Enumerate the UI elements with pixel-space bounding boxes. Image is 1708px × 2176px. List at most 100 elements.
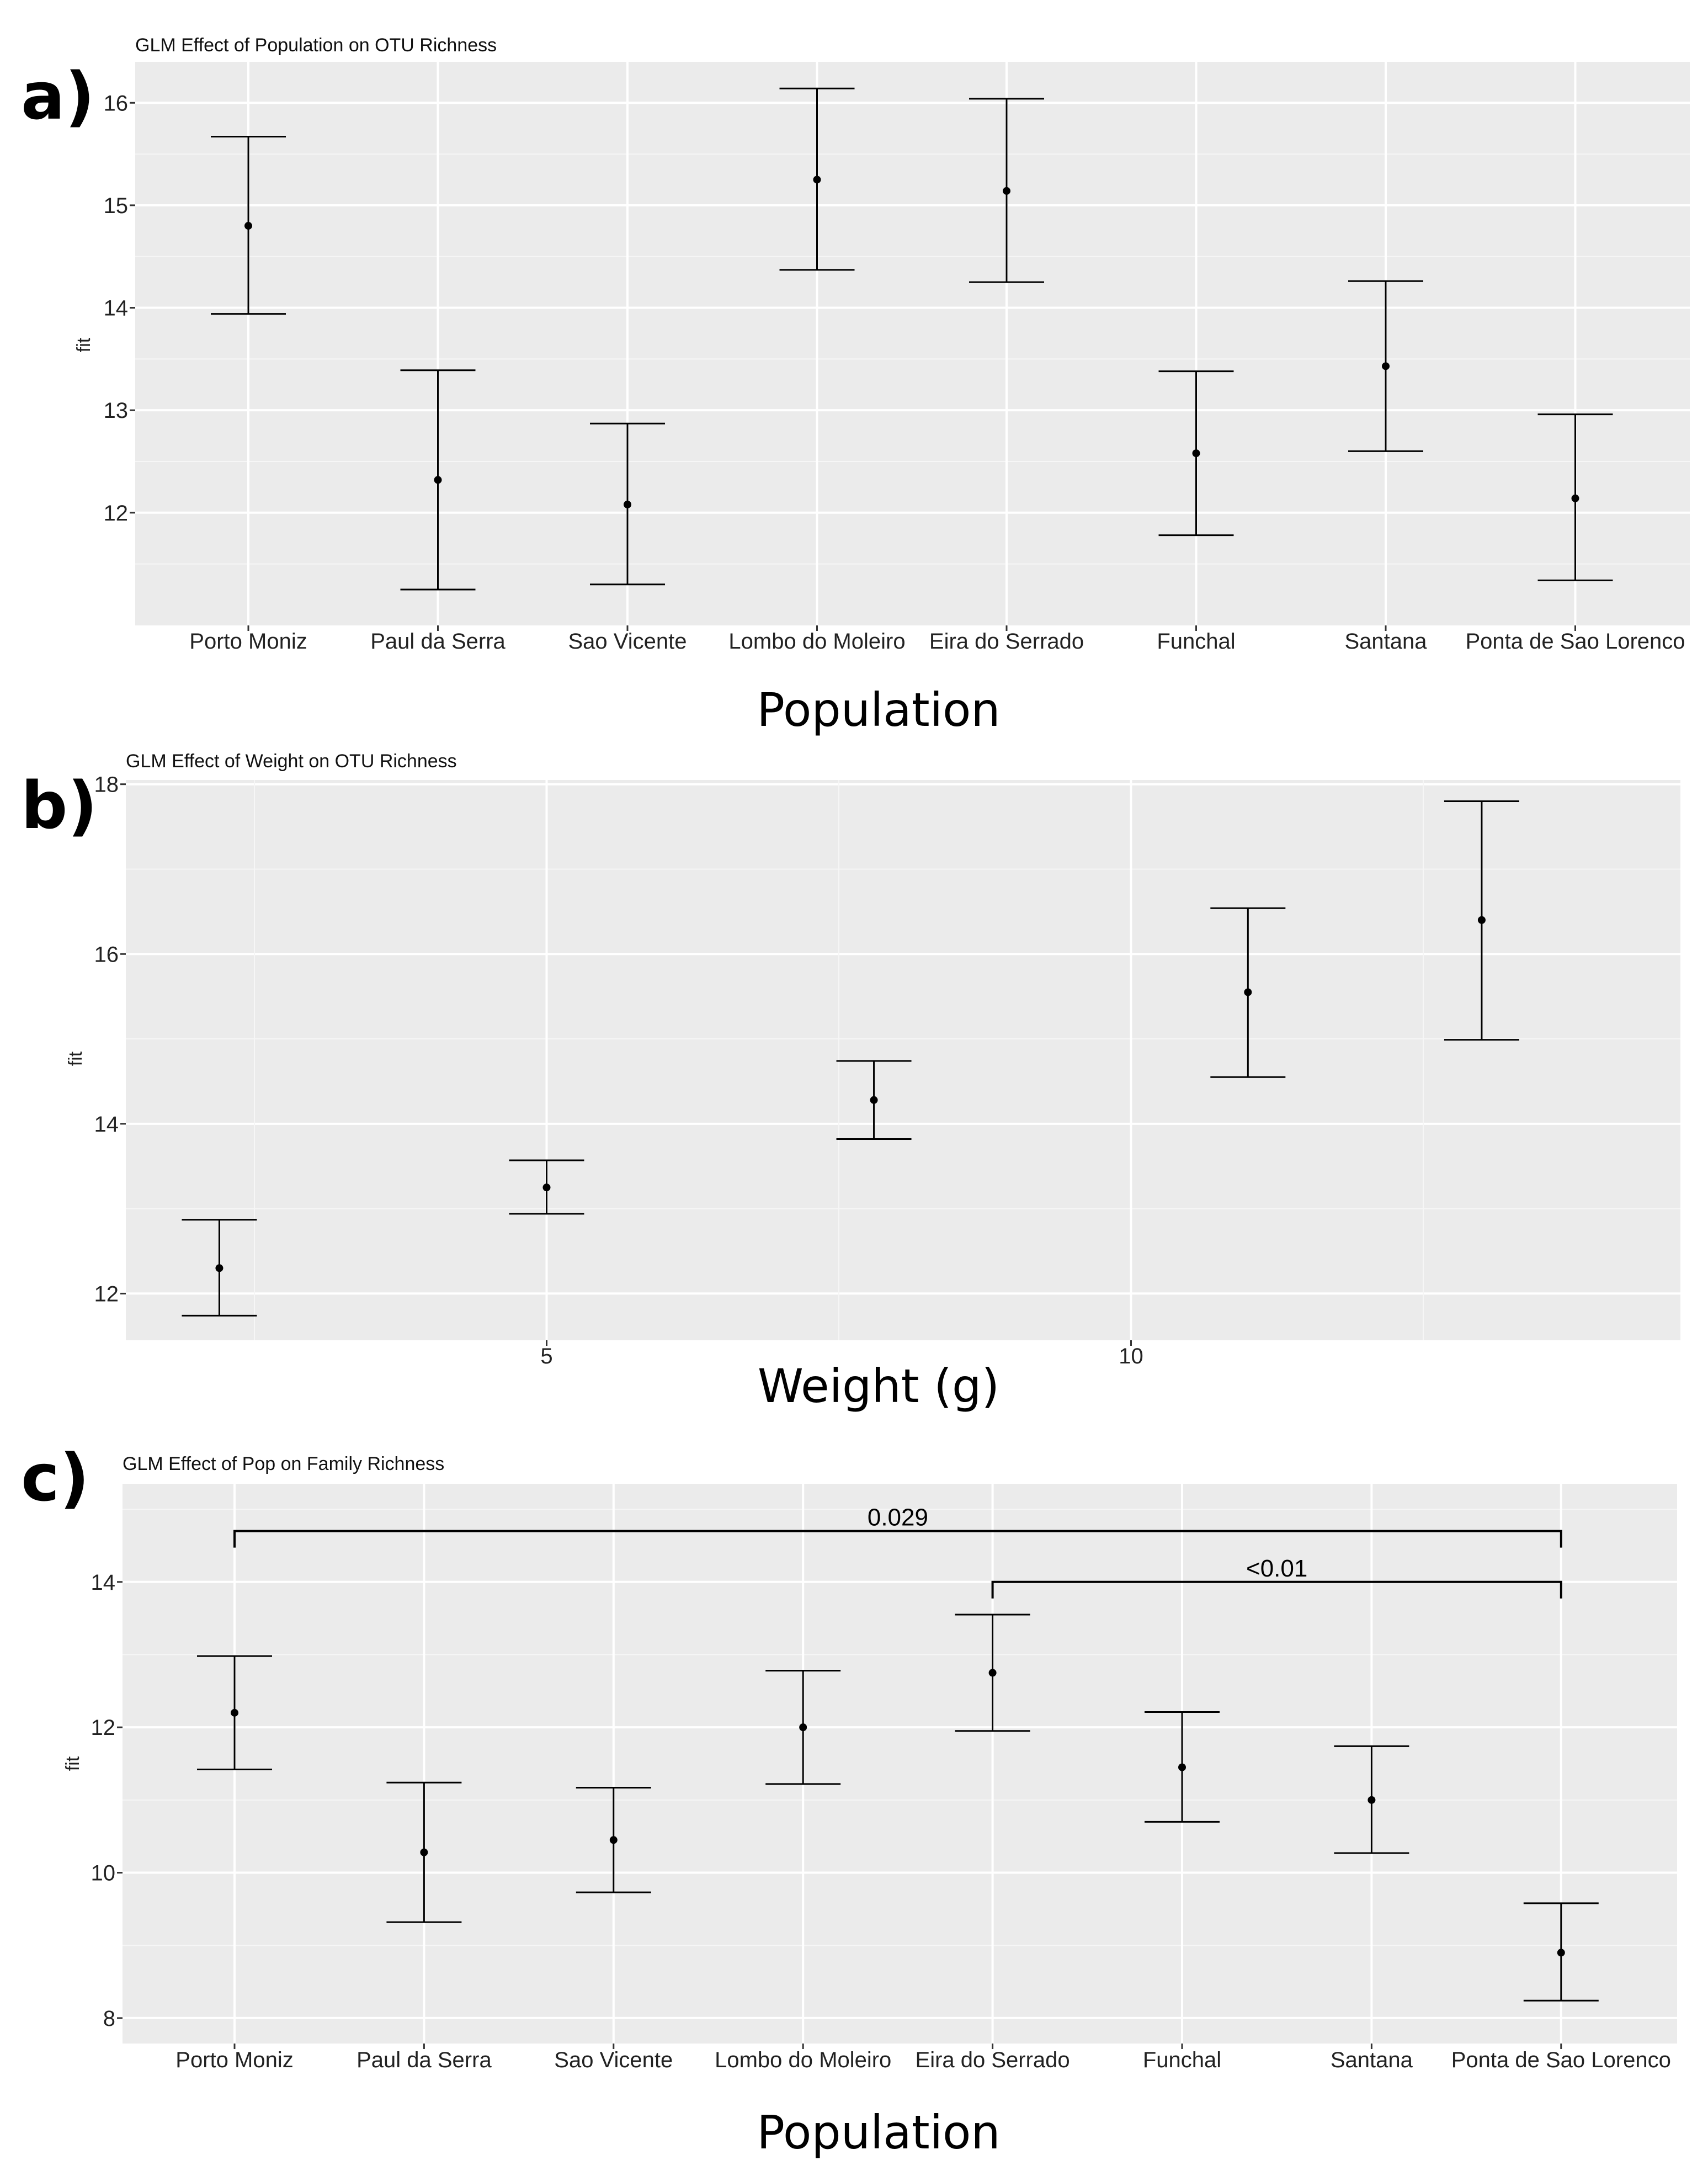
fit-point bbox=[624, 500, 631, 508]
panel-b: b) GLM Effect of Weight on OTU Richness … bbox=[21, 751, 1680, 1413]
panel-b-title: GLM Effect of Weight on OTU Richness bbox=[126, 751, 457, 772]
x-tick-label: Funchal bbox=[1143, 2048, 1221, 2072]
y-tick-label: 12 bbox=[94, 1282, 119, 1306]
error-bar bbox=[197, 1655, 272, 1771]
plot-background bbox=[135, 62, 1690, 625]
bracket-label: 0.029 bbox=[868, 1504, 928, 1531]
fit-point bbox=[1003, 187, 1010, 195]
error-bar bbox=[386, 1781, 462, 1923]
bracket-line bbox=[233, 1530, 1562, 1548]
y-tick-label: 14 bbox=[94, 1112, 119, 1137]
panel-a-x-title: Population bbox=[757, 683, 1000, 737]
plot-background bbox=[126, 780, 1680, 1340]
y-tick-label: 16 bbox=[94, 942, 119, 967]
error-bar bbox=[1334, 1745, 1409, 1854]
panel-c-plot: 8 10 12 14 Porto Moniz Paul da Serra Sao Vicen… bbox=[91, 1484, 1677, 2072]
error-bar bbox=[765, 1669, 841, 1785]
bracket-label: <0.01 bbox=[1246, 1555, 1307, 1582]
y-tick-label: 10 bbox=[91, 1861, 116, 1886]
y-tick-label: 14 bbox=[91, 1570, 116, 1595]
x-tick-label: Porto Moniz bbox=[175, 2048, 293, 2072]
error-bar bbox=[1210, 907, 1286, 1078]
fit-point bbox=[420, 1848, 428, 1856]
error-bar bbox=[576, 1786, 651, 1893]
y-tick-label: 8 bbox=[103, 2007, 115, 2031]
panel-a-letter: a) bbox=[21, 58, 95, 134]
x-tick-label: 10 bbox=[1119, 1344, 1143, 1368]
x-tick-label: Paul da Serra bbox=[357, 2048, 492, 2072]
x-tick-label: Porto Moniz bbox=[189, 629, 307, 654]
fit-point bbox=[434, 476, 442, 484]
panel-a-plot: 12 13 14 15 16 Porto Moniz Paul da Serra Sao Vi… bbox=[104, 62, 1690, 654]
fit-point bbox=[215, 1264, 224, 1272]
y-tick-label: 14 bbox=[104, 296, 129, 321]
significance-bracket: <0.01 bbox=[991, 1555, 1562, 1599]
fit-point bbox=[1557, 1949, 1565, 1957]
y-tick-label: 12 bbox=[104, 501, 129, 526]
fit-point bbox=[870, 1096, 878, 1104]
x-tick-label: Santana bbox=[1331, 2048, 1413, 2072]
error-bar bbox=[182, 1219, 257, 1317]
y-tick-label: 12 bbox=[91, 1716, 116, 1740]
x-tick-label: Eira do Serrado bbox=[929, 629, 1084, 654]
error-bar bbox=[1537, 413, 1613, 581]
x-tick-label: Ponta de Sao Lorenco bbox=[1465, 629, 1685, 654]
panel-c-y-title: fit bbox=[62, 1756, 83, 1771]
error-bar bbox=[836, 1060, 912, 1140]
error-bar bbox=[211, 136, 286, 315]
y-tick-label: 13 bbox=[104, 399, 129, 423]
error-bar bbox=[509, 1159, 584, 1215]
x-tick-label: Eira do Serrado bbox=[916, 2048, 1070, 2072]
error-bar bbox=[1444, 800, 1519, 1041]
x-tick-label: Paul da Serra bbox=[370, 629, 506, 654]
x-tick-label: Funchal bbox=[1157, 629, 1235, 654]
error-bar bbox=[400, 369, 476, 591]
fit-point bbox=[1178, 1763, 1186, 1771]
panel-c: c) GLM Effect of Pop on Family Richness … bbox=[21, 1440, 1677, 2159]
fit-point bbox=[988, 1669, 997, 1677]
panel-a: a) GLM Effect of Population on OTU Richn… bbox=[21, 35, 1690, 737]
y-tick-label: 15 bbox=[104, 194, 129, 218]
panel-a-y-title: fit bbox=[73, 337, 94, 352]
fit-point bbox=[1192, 449, 1200, 458]
error-bar bbox=[1523, 1902, 1599, 2002]
error-bar bbox=[969, 98, 1044, 283]
error-bar bbox=[955, 1614, 1030, 1732]
significance-bracket: 0.029 bbox=[233, 1504, 1562, 1548]
fit-point bbox=[244, 222, 252, 230]
x-tick-label: Sao Vicente bbox=[568, 629, 687, 654]
x-tick-label: Sao Vicente bbox=[554, 2048, 673, 2072]
panel-b-y-title: fit bbox=[65, 1051, 86, 1066]
fit-point bbox=[1382, 362, 1390, 370]
fit-point bbox=[542, 1183, 551, 1192]
error-bar bbox=[1158, 370, 1234, 537]
panel-c-x-title: Population bbox=[757, 2105, 1000, 2159]
bracket-line bbox=[991, 1580, 1562, 1599]
panel-a-title: GLM Effect of Population on OTU Richness bbox=[135, 35, 497, 56]
error-bar bbox=[590, 422, 665, 586]
x-tick-label: Lombo do Moleiro bbox=[728, 629, 905, 654]
fit-point bbox=[799, 1723, 807, 1732]
panel-c-letter: c) bbox=[21, 1440, 89, 1516]
error-bar bbox=[1348, 280, 1423, 452]
y-tick-label: 18 bbox=[94, 773, 119, 797]
x-tick-label: Santana bbox=[1344, 629, 1427, 654]
fit-point bbox=[609, 1836, 618, 1844]
panel-b-x-title: Weight (g) bbox=[758, 1359, 999, 1413]
y-tick-label: 16 bbox=[104, 91, 129, 115]
fit-point bbox=[1368, 1796, 1376, 1804]
fit-point bbox=[1477, 916, 1486, 924]
error-bar bbox=[1145, 1711, 1220, 1823]
plot-background bbox=[123, 1484, 1677, 2044]
fit-point bbox=[1571, 494, 1579, 502]
error-bar bbox=[779, 87, 855, 271]
x-tick-label: Ponta de Sao Lorenco bbox=[1451, 2048, 1671, 2072]
panel-b-plot: 12 14 16 18 5 10 bbox=[94, 773, 1680, 1368]
x-tick-label: 5 bbox=[540, 1344, 552, 1368]
fit-point bbox=[1244, 988, 1252, 996]
fit-point bbox=[813, 176, 821, 184]
panel-c-title: GLM Effect of Pop on Family Richness bbox=[123, 1453, 444, 1474]
fit-point bbox=[231, 1708, 238, 1717]
panel-b-letter: b) bbox=[21, 767, 97, 843]
